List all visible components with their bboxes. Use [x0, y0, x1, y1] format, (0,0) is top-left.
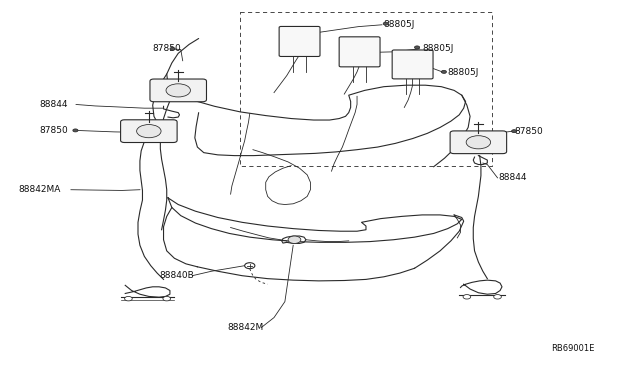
Text: RB69001E: RB69001E — [551, 344, 595, 353]
Text: 88805J: 88805J — [422, 44, 454, 53]
FancyBboxPatch shape — [450, 131, 507, 154]
Text: 88805J: 88805J — [448, 68, 479, 77]
FancyBboxPatch shape — [150, 79, 207, 102]
Text: 88844: 88844 — [39, 100, 67, 109]
Ellipse shape — [136, 125, 161, 138]
Text: 87850: 87850 — [515, 126, 543, 136]
Ellipse shape — [166, 84, 191, 97]
Circle shape — [125, 296, 132, 301]
FancyBboxPatch shape — [339, 37, 380, 67]
Circle shape — [463, 295, 470, 299]
Text: 88842MA: 88842MA — [18, 185, 60, 194]
Text: 88805J: 88805J — [384, 20, 415, 29]
FancyBboxPatch shape — [120, 120, 177, 142]
Circle shape — [511, 130, 516, 133]
Circle shape — [493, 295, 501, 299]
Ellipse shape — [466, 136, 491, 149]
Text: 87850: 87850 — [153, 44, 181, 53]
Circle shape — [288, 236, 301, 243]
FancyBboxPatch shape — [279, 26, 320, 57]
Circle shape — [415, 46, 420, 49]
Circle shape — [383, 22, 388, 25]
Circle shape — [170, 47, 175, 50]
Circle shape — [244, 263, 255, 269]
FancyBboxPatch shape — [392, 50, 433, 79]
Circle shape — [73, 129, 78, 132]
Circle shape — [163, 296, 171, 301]
Text: 88840B: 88840B — [159, 271, 194, 280]
Circle shape — [442, 70, 447, 73]
Text: 87850: 87850 — [39, 126, 68, 135]
Text: 88844: 88844 — [499, 173, 527, 182]
Text: 88842M: 88842M — [227, 323, 264, 332]
